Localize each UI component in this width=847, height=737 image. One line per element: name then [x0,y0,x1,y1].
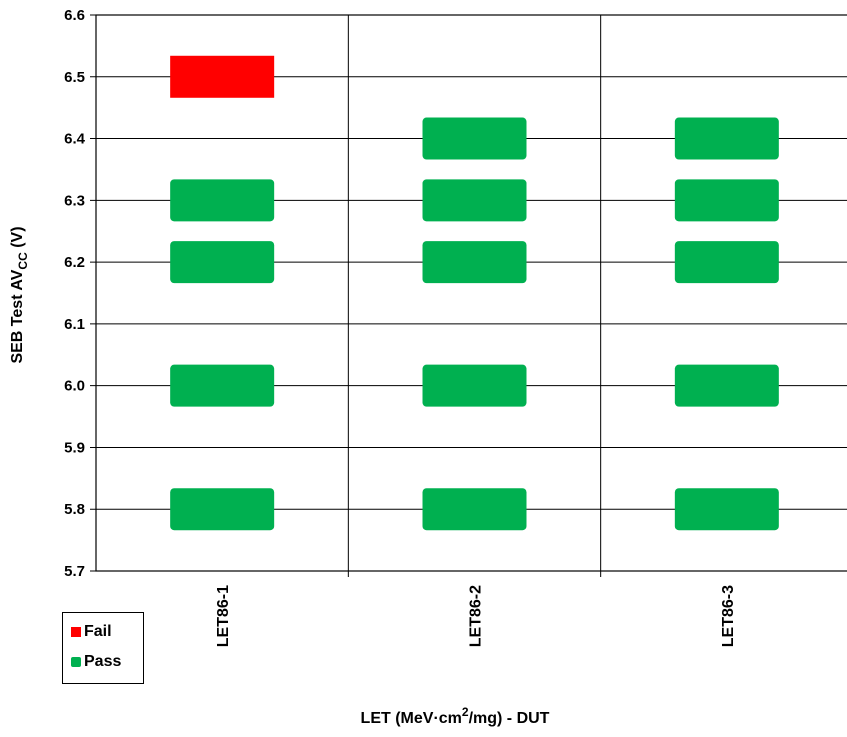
legend-label-pass: Pass [84,653,122,670]
marker-pass [674,117,779,160]
x-tick-label: LET86-2 [468,585,485,647]
x-tick-label: LET86-1 [215,585,232,647]
y-tick-label: 6.5 [64,69,85,86]
marker-pass [170,241,275,284]
x-tick-label: LET86-3 [720,585,737,647]
y-tick-label: 6.2 [64,254,85,271]
marker-pass [170,179,275,222]
marker-pass [674,364,779,407]
y-tick-label: 5.9 [64,439,85,456]
y-tick-label: 6.1 [64,316,85,333]
y-tick-label: 6.6 [64,7,85,24]
marker-pass [422,488,527,531]
x-tick-labels: LET86-1 LET86-2 LET86-3 [215,585,737,647]
plot-frame [95,14,847,572]
marker-pass [422,117,527,160]
y-tick-label: 6.3 [64,192,85,209]
marker-pass [674,488,779,531]
y-tick-label: 5.7 [64,563,85,580]
y-tick-label: 6.4 [64,131,86,148]
y-tick-label: 5.8 [64,501,85,518]
marker-pass [674,241,779,284]
legend: Fail Pass [62,612,144,684]
data-marks [170,55,779,531]
marker-pass [422,241,527,284]
legend-swatch-pass [71,657,81,667]
marker-pass [674,179,779,222]
y-tick-label: 6.0 [64,378,85,395]
legend-label-fail: Fail [84,623,112,640]
marker-pass [422,364,527,407]
marker-fail [170,55,275,98]
legend-item-pass: Pass [71,653,121,671]
x-axis-title: LET (MeV·cm2/mg) - DUT [361,705,550,727]
y-axis-title: SEB Test AVCC (V) [9,226,30,363]
marker-pass [170,488,275,531]
y-tick-labels: 5.7 5.8 5.9 6.0 6.1 6.2 6.3 6.4 6.5 6.6 [64,7,86,580]
legend-swatch-fail [71,627,81,637]
marker-pass [422,179,527,222]
marker-pass [170,364,275,407]
legend-item-fail: Fail [71,623,112,641]
